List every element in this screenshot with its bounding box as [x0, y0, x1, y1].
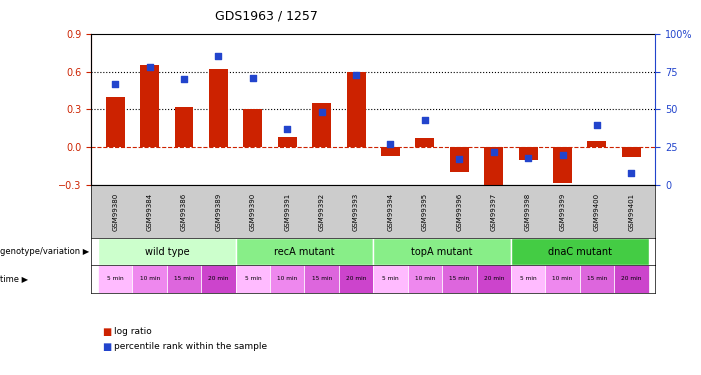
Text: topA mutant: topA mutant	[411, 247, 473, 256]
Text: 10 min: 10 min	[139, 276, 160, 281]
Text: GSM99384: GSM99384	[147, 192, 153, 231]
Bar	[243, 110, 262, 147]
Point	[419, 117, 430, 123]
Bar	[408, 265, 442, 292]
Point	[385, 141, 396, 147]
Text: 10 min: 10 min	[415, 276, 435, 281]
Text: GSM99394: GSM99394	[388, 192, 393, 231]
Bar	[278, 137, 297, 147]
Text: 5 min: 5 min	[107, 276, 123, 281]
Text: GSM99386: GSM99386	[181, 192, 187, 231]
Text: 15 min: 15 min	[587, 276, 607, 281]
Text: GSM99399: GSM99399	[559, 192, 566, 231]
Bar	[304, 265, 339, 292]
Bar	[442, 265, 477, 292]
Text: recA mutant: recA mutant	[274, 247, 335, 256]
Bar	[450, 147, 469, 172]
Text: 15 min: 15 min	[311, 276, 332, 281]
Bar	[545, 265, 580, 292]
Bar	[553, 147, 572, 183]
Bar	[580, 265, 614, 292]
Point	[282, 126, 293, 132]
Point	[350, 72, 362, 78]
Bar	[312, 103, 331, 147]
Bar	[346, 72, 365, 147]
Bar	[614, 265, 648, 292]
Text: 20 min: 20 min	[621, 276, 641, 281]
Bar	[236, 265, 270, 292]
Text: dnaC mutant: dnaC mutant	[547, 247, 612, 256]
Point	[522, 155, 533, 161]
Text: 5 min: 5 min	[245, 276, 261, 281]
Text: GDS1963 / 1257: GDS1963 / 1257	[215, 9, 318, 22]
Text: GSM99392: GSM99392	[319, 192, 325, 231]
Text: 20 min: 20 min	[208, 276, 229, 281]
Point	[454, 156, 465, 162]
Text: 20 min: 20 min	[346, 276, 366, 281]
Bar	[339, 265, 374, 292]
Bar	[416, 138, 435, 147]
Bar	[484, 147, 503, 195]
Text: GSM99391: GSM99391	[285, 192, 290, 231]
Point	[109, 81, 121, 87]
Text: GSM99395: GSM99395	[422, 192, 428, 231]
Bar	[201, 265, 236, 292]
Bar	[374, 238, 511, 265]
Bar	[374, 265, 408, 292]
Text: GSM99396: GSM99396	[456, 192, 462, 231]
Point	[488, 149, 499, 155]
Bar	[270, 265, 304, 292]
Text: wild type: wild type	[144, 247, 189, 256]
Bar	[511, 238, 648, 265]
Bar	[98, 238, 236, 265]
Text: GSM99400: GSM99400	[594, 192, 600, 231]
Text: GSM99389: GSM99389	[215, 192, 222, 231]
Bar	[167, 265, 201, 292]
Text: 20 min: 20 min	[484, 276, 504, 281]
Bar	[140, 65, 159, 147]
Text: GSM99401: GSM99401	[628, 192, 634, 231]
Text: ■: ■	[102, 327, 111, 337]
Point	[557, 152, 568, 158]
Point	[179, 76, 190, 82]
Bar	[587, 141, 606, 147]
Text: GSM99398: GSM99398	[525, 192, 531, 231]
Text: 10 min: 10 min	[277, 276, 297, 281]
Bar	[98, 265, 132, 292]
Point	[316, 110, 327, 116]
Bar	[236, 238, 374, 265]
Text: time ▶: time ▶	[0, 274, 28, 284]
Text: ■: ■	[102, 342, 111, 352]
Bar	[106, 97, 125, 147]
Bar	[381, 147, 400, 156]
Text: GSM99390: GSM99390	[250, 192, 256, 231]
Text: log ratio: log ratio	[114, 327, 152, 336]
Point	[213, 54, 224, 60]
Text: GSM99393: GSM99393	[353, 192, 359, 231]
Point	[247, 75, 259, 81]
Bar	[519, 147, 538, 160]
Text: GSM99397: GSM99397	[491, 192, 497, 231]
Text: 15 min: 15 min	[174, 276, 194, 281]
Bar	[477, 265, 511, 292]
Bar	[209, 69, 228, 147]
Text: 5 min: 5 min	[520, 276, 536, 281]
Text: percentile rank within the sample: percentile rank within the sample	[114, 342, 267, 351]
Text: 15 min: 15 min	[449, 276, 470, 281]
Bar	[511, 265, 545, 292]
Bar	[622, 147, 641, 158]
Point	[144, 64, 155, 70]
Text: genotype/variation ▶: genotype/variation ▶	[0, 247, 89, 256]
Point	[626, 170, 637, 176]
Bar	[175, 107, 193, 147]
Bar	[132, 265, 167, 292]
Text: 10 min: 10 min	[552, 276, 573, 281]
Point	[592, 122, 603, 128]
Text: 5 min: 5 min	[382, 276, 399, 281]
Text: GSM99380: GSM99380	[112, 192, 118, 231]
